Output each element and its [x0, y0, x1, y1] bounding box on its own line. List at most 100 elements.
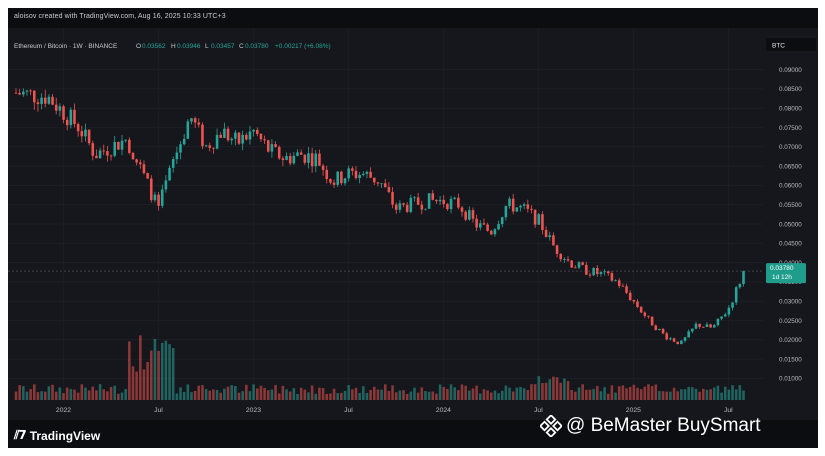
currency-badge[interactable]: BTC: [772, 43, 785, 50]
time-axis: 2022 Jul 2023 Jul 2024 Jul 2025 Jul: [56, 407, 733, 414]
volume-bar: [705, 389, 709, 400]
candle-body: [36, 102, 40, 104]
volume-bar: [54, 391, 58, 400]
candle-body: [431, 193, 435, 200]
volume-bar: [515, 387, 519, 400]
volume-bar: [493, 390, 497, 400]
tradingview-brand[interactable]: ⫽7 TradingView: [14, 428, 100, 443]
volume-bar: [588, 389, 592, 400]
candle-body: [537, 214, 541, 225]
candle-body: [51, 96, 54, 105]
volume-bar: [383, 384, 387, 400]
candle-body: [614, 280, 617, 282]
candle-body: [555, 245, 559, 254]
candle-body: [241, 134, 244, 144]
candle-body: [252, 129, 255, 132]
x-tick-label: Jul: [534, 407, 543, 414]
candle-body: [563, 259, 566, 260]
candle-body: [285, 155, 288, 160]
y-tick-label: 0.05000: [779, 221, 802, 228]
candle-body: [201, 124, 204, 147]
volume-bar: [266, 390, 270, 400]
candle-body: [420, 204, 424, 210]
candle-body: [647, 315, 650, 317]
volume-bar: [676, 391, 679, 400]
candle-body: [303, 154, 307, 163]
volume-bar: [310, 385, 314, 400]
volume-bar: [182, 391, 186, 400]
volume-bar: [555, 377, 559, 400]
candle-body: [80, 131, 84, 137]
y-tick-label: 0.01500: [779, 356, 802, 363]
volume-bar: [427, 391, 431, 400]
candle-body: [742, 271, 745, 284]
x-tick-label: Jul: [154, 407, 163, 414]
y-tick-label: 0.09000: [779, 67, 802, 74]
volume-bar: [270, 389, 274, 400]
volume-bar: [489, 392, 493, 400]
volume-bar: [680, 389, 683, 400]
volume-bar: [190, 392, 193, 400]
candle-body: [190, 118, 193, 122]
volume-bar: [650, 386, 654, 400]
volume-bar: [723, 386, 727, 400]
candle-body: [347, 168, 350, 179]
volume-bar: [468, 390, 471, 400]
volume-bar: [636, 387, 639, 400]
volume-bar: [409, 391, 413, 400]
volume-bar: [281, 385, 285, 400]
caption-bar: aloisov created with TradingView.com, Au…: [8, 8, 818, 28]
candle-body: [109, 155, 113, 157]
volume-bar: [533, 384, 537, 400]
candle-body: [288, 155, 292, 164]
price-chart[interactable]: 0.09000 0.08500 0.08000 0.07500 0.07000 0.065…: [8, 28, 818, 420]
volume-bar: [691, 387, 694, 400]
candle-body: [442, 199, 446, 204]
volume-bar: [208, 390, 212, 400]
candle-body: [468, 210, 471, 220]
candle-body: [398, 203, 402, 210]
candle-body: [321, 165, 325, 170]
volume-bar: [347, 385, 350, 400]
volume-bar: [76, 392, 80, 400]
candle-body: [460, 207, 464, 212]
candle-body: [299, 152, 303, 155]
candle-body: [160, 189, 164, 206]
candle-body: [566, 259, 570, 261]
candle-body: [621, 285, 625, 287]
candle-body: [585, 264, 588, 275]
candle-body: [120, 140, 124, 150]
candle-body: [475, 218, 478, 228]
x-tick-label: 2025: [626, 407, 641, 414]
volume-bar: [274, 385, 277, 400]
volume-bar: [299, 387, 303, 400]
volume-bar: [504, 385, 508, 400]
candle-body: [263, 139, 266, 141]
candle-body: [628, 292, 632, 300]
candle-body: [643, 312, 647, 316]
candle-body: [62, 106, 65, 120]
volume-bar: [43, 391, 47, 400]
y-tick-label: 0.01000: [779, 376, 802, 383]
watermark: @ BeMaster BuySmart: [540, 415, 761, 437]
candle-body: [14, 92, 18, 94]
volume-bar: [102, 389, 106, 400]
candle-body: [248, 131, 252, 140]
volume-bar: [303, 389, 307, 400]
volume-bar: [541, 383, 544, 400]
volume-bar: [449, 384, 453, 400]
candle-body: [343, 178, 347, 184]
volume-bar: [29, 389, 32, 400]
candle-body: [266, 140, 270, 152]
candle-body: [223, 128, 226, 138]
last-price-value: 0.03780: [770, 265, 794, 272]
volume-bar: [171, 348, 175, 400]
candle-body: [314, 153, 318, 167]
legend-h-label: H: [171, 43, 176, 50]
volume-bar: [435, 393, 438, 400]
volume-bar: [237, 392, 241, 400]
candle-body: [157, 194, 160, 206]
last-price-countdown: 1d 12h: [772, 274, 792, 281]
candle-body: [515, 207, 519, 212]
volume-bar: [581, 384, 584, 400]
